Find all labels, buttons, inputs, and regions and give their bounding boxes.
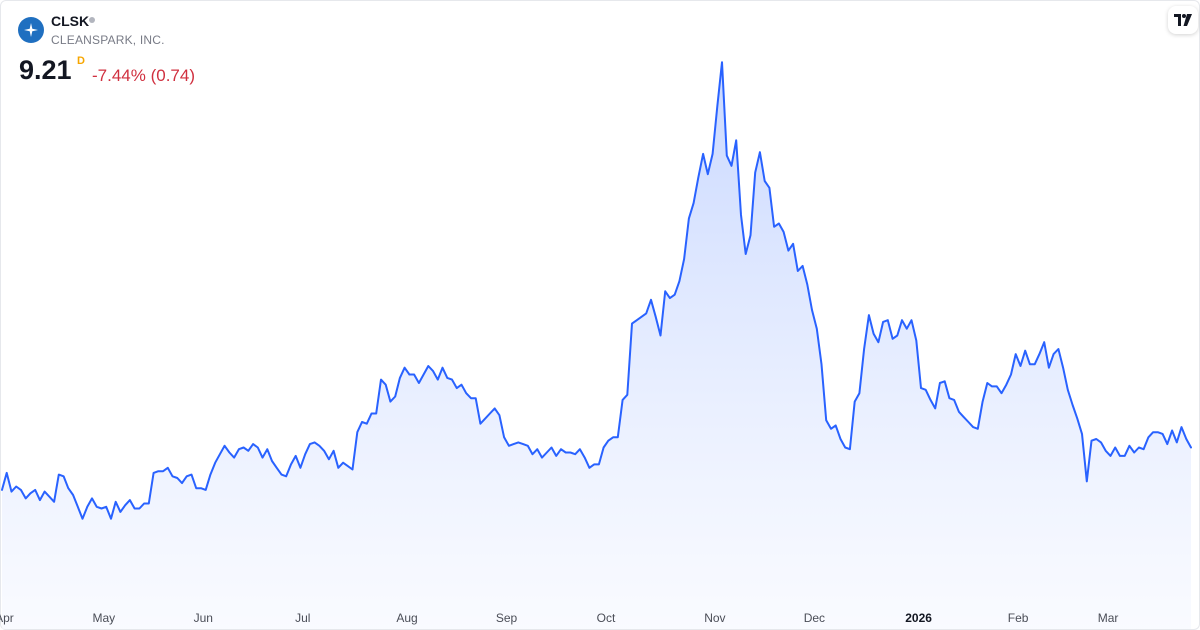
market-status-dot bbox=[89, 17, 95, 23]
x-tick-label: Apr bbox=[0, 611, 14, 625]
tradingview-logo-icon[interactable] bbox=[1168, 6, 1198, 34]
x-tick-label: Feb bbox=[1008, 611, 1029, 625]
x-tick-label: Nov bbox=[704, 611, 725, 625]
company-name: CLEANSPARK, INC. bbox=[51, 33, 165, 47]
x-tick-label: Jun bbox=[194, 611, 213, 625]
price-line bbox=[1, 61, 1192, 520]
x-axis: Apr May Jun Jul Aug Sep Oct Nov Dec 2026 Feb Mar bbox=[0, 611, 1118, 625]
x-tick-label: May bbox=[92, 611, 115, 625]
x-tick-label: 2026 bbox=[905, 611, 932, 625]
x-tick-label: Aug bbox=[396, 611, 417, 625]
price-area-fill bbox=[2, 62, 1191, 629]
x-tick-label: Dec bbox=[804, 611, 825, 625]
x-tick-label: Jul bbox=[295, 611, 310, 625]
last-price: 9.21 bbox=[19, 55, 72, 85]
ticker-symbol[interactable]: CLSK bbox=[51, 13, 90, 29]
sparkle-star-icon[interactable] bbox=[18, 17, 44, 43]
price-change: -7.44% (0.74) bbox=[92, 66, 195, 85]
x-tick-label: Sep bbox=[496, 611, 518, 625]
interval-label: D bbox=[77, 55, 85, 67]
x-tick-label: Mar bbox=[1098, 611, 1119, 625]
x-tick-label: Oct bbox=[597, 611, 616, 625]
